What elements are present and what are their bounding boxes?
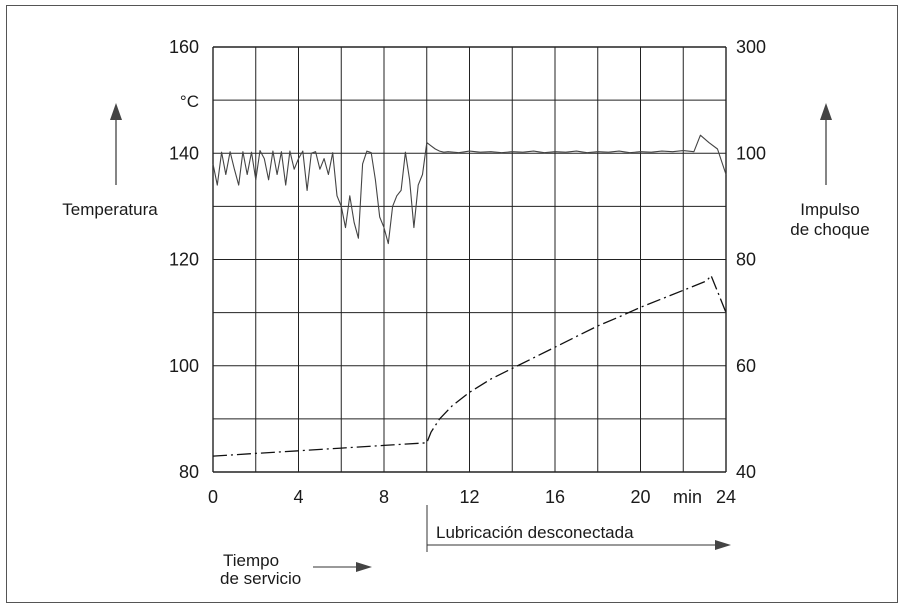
y-left-tick-label: 140 — [169, 143, 199, 163]
figure-frame — [6, 5, 898, 603]
grid — [212, 46, 727, 473]
x-tick-label: 8 — [379, 487, 389, 507]
shock-pulse-series-line — [212, 134, 727, 245]
x-unit-label: min — [673, 487, 702, 507]
y-right-tick-label: 40 — [736, 462, 756, 482]
service-time-label-line1: Tiempo — [223, 551, 279, 570]
x-tick-label: 0 — [208, 487, 218, 507]
x-tick-label: 24 — [716, 487, 736, 507]
y-unit-label: °C — [180, 92, 199, 111]
x-tick-label: 4 — [293, 487, 303, 507]
right-axis-label-line2: de choque — [790, 220, 869, 239]
tick-labels: 0 4 8 12 16 20 24 80 100 120 140 160 40 60 80 100 300 — [169, 37, 766, 507]
service-time-arrow-icon — [313, 562, 372, 572]
y-left-tick-label: 120 — [169, 250, 199, 270]
lubrication-annotation: Lubricación desconectada — [436, 523, 634, 542]
y-right-tick-label: 300 — [736, 37, 766, 57]
service-time-label-line2: de servicio — [220, 569, 301, 588]
lubrication-arrow-icon — [427, 540, 731, 550]
left-axis-label: Temperatura — [62, 200, 158, 219]
y-right-tick-label: 60 — [736, 356, 756, 376]
left-axis-arrow-icon — [110, 103, 122, 185]
series-layer — [212, 134, 727, 457]
x-tick-label: 12 — [459, 487, 479, 507]
y-left-tick-label: 100 — [169, 356, 199, 376]
y-right-tick-label: 80 — [736, 250, 756, 270]
right-axis-arrow-icon — [820, 103, 832, 185]
y-left-tick-label: 80 — [179, 462, 199, 482]
y-right-tick-label: 100 — [736, 143, 766, 163]
x-tick-label: 16 — [545, 487, 565, 507]
right-axis-label-line1: Impulso — [800, 200, 860, 219]
temperature-series-line — [212, 274, 727, 457]
y-left-tick-label: 160 — [169, 37, 199, 57]
x-tick-label: 20 — [630, 487, 650, 507]
